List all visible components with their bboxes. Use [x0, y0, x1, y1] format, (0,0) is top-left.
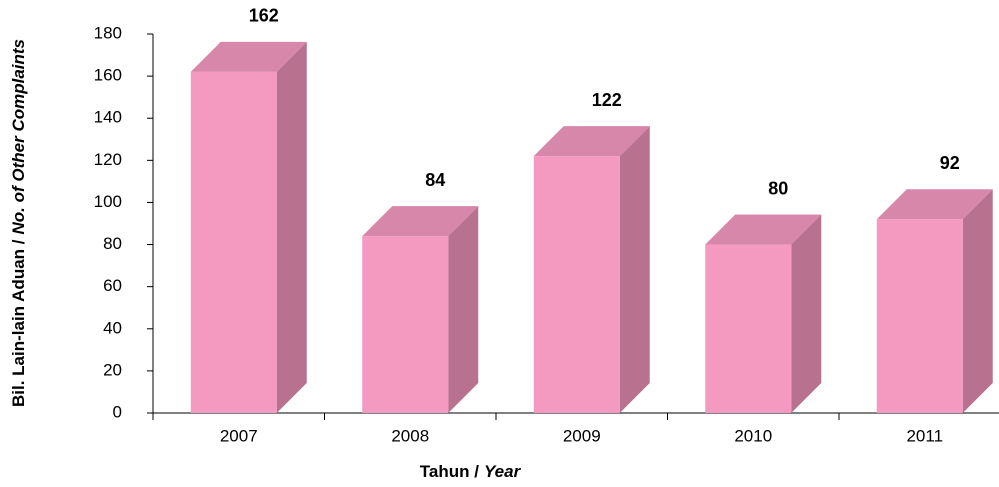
value-label: 162 [249, 6, 279, 26]
y-tick-label: 80 [103, 234, 122, 253]
x-tick-label: 2007 [220, 426, 258, 445]
x-label-part: Tahun / [420, 462, 479, 481]
x-tick-label: 2008 [391, 426, 429, 445]
bar-top [362, 206, 479, 237]
y-tick-label: 0 [113, 402, 122, 421]
bar-top [533, 126, 650, 157]
x-label-part: Year [484, 462, 522, 481]
bar [362, 236, 449, 413]
x-tick-label: 2009 [563, 426, 601, 445]
bar-side [448, 206, 479, 413]
x-tick-label: 2010 [734, 426, 772, 445]
y-tick-label: 140 [94, 108, 122, 127]
y-tick-label: 160 [94, 66, 122, 85]
bar [876, 219, 963, 413]
y-tick-label: 60 [103, 276, 122, 295]
y-tick-label: 20 [103, 360, 122, 379]
bar [533, 156, 620, 413]
x-tick-label: 2011 [906, 426, 943, 445]
x-axis-label: Tahun / Year [420, 462, 522, 481]
bar-side [791, 214, 822, 413]
value-label: 122 [592, 90, 622, 110]
y-axis-label: Bil. Lain-lain Aduan / No. of Other Compl… [9, 39, 28, 407]
bar [190, 71, 277, 414]
bar-top [190, 41, 307, 72]
bar-top [876, 189, 993, 220]
value-label: 80 [768, 178, 788, 198]
value-label: 84 [425, 170, 445, 190]
bar-side [962, 189, 993, 413]
y-tick-label: 100 [94, 192, 122, 211]
bar [705, 244, 792, 413]
y-tick-label: 120 [94, 150, 122, 169]
bar-side [619, 126, 650, 413]
bar-side [276, 41, 307, 414]
y-label-part: Bil. Lain-lain Aduan / [9, 239, 28, 407]
y-tick-label: 40 [103, 318, 122, 337]
y-label-part: No. of Other Complaints [9, 39, 28, 235]
y-tick-label: 180 [94, 23, 122, 42]
bar-top [705, 214, 822, 245]
value-label: 92 [940, 153, 960, 173]
